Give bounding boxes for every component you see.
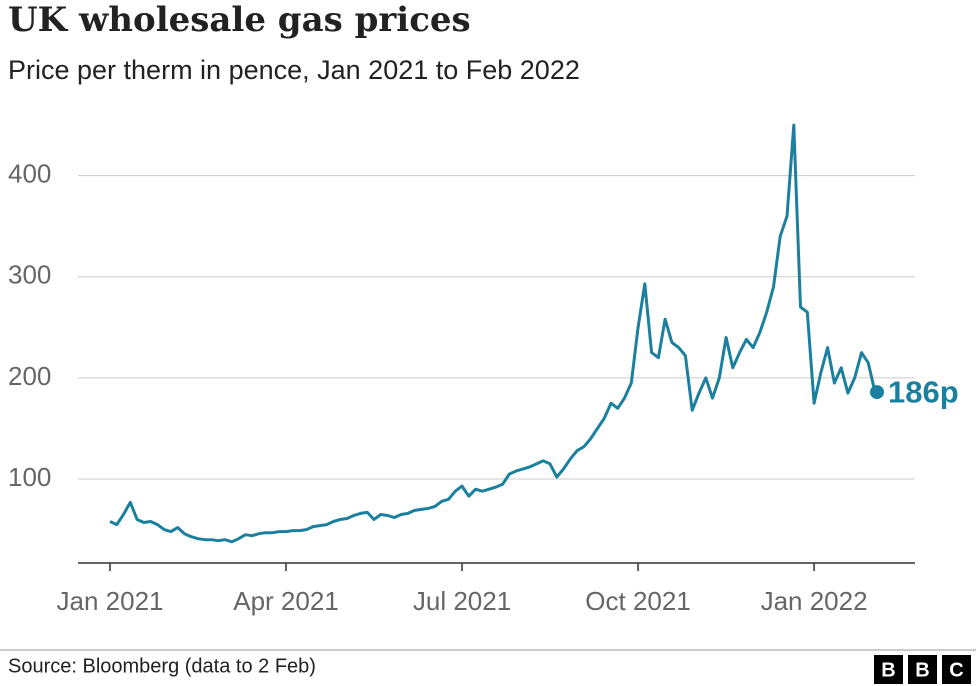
y-tick-label: 200 [8, 361, 51, 391]
logo-box [942, 655, 971, 684]
end-dot [870, 385, 884, 400]
y-tick-label: 400 [8, 159, 51, 189]
x-tick-label: Jan 2022 [761, 586, 868, 616]
price-line [109, 123, 877, 544]
chart-title: UK wholesale gas prices [8, 0, 471, 40]
chart-subtitle: Price per therm in pence, Jan 2021 to Fe… [8, 55, 580, 85]
y-tick-label: 100 [8, 462, 51, 492]
x-tick-label: Apr 2021 [233, 586, 339, 616]
x-tick-label: Jul 2021 [413, 586, 511, 616]
y-tick-label: 300 [8, 260, 51, 290]
logo-letter: B [881, 659, 895, 681]
source: Source: Bloomberg (data to 2 Feb) [8, 655, 316, 677]
logo-box [874, 655, 903, 684]
logo-letter: B [915, 659, 929, 681]
logo-box [908, 655, 937, 684]
x-tick-label: Oct 2021 [585, 586, 691, 616]
x-tick-label: Jan 2021 [57, 586, 164, 616]
value-label: 186p [888, 374, 959, 409]
logo-letter: C [949, 659, 963, 681]
